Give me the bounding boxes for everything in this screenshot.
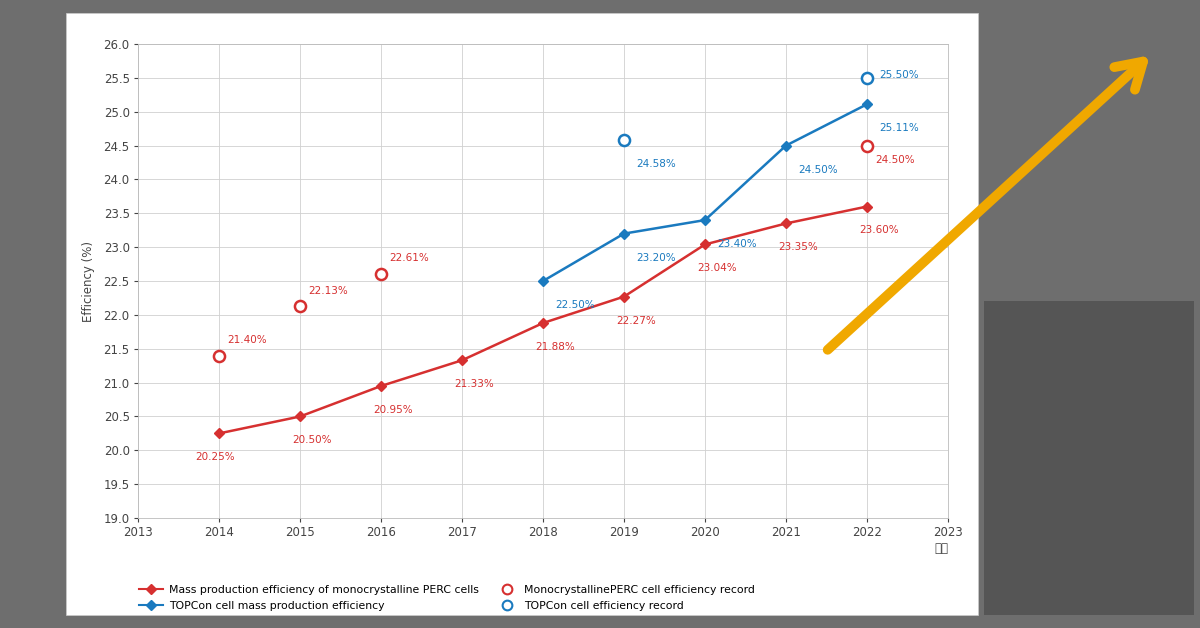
TOPCon cell mass production efficiency (535, 277, 550, 284)
Mass production efficiency of monocrystalline PERC cells (455, 357, 469, 364)
Wedge shape (1022, 534, 1156, 593)
Text: 23.60%: 23.60% (859, 225, 899, 236)
MonocrystallinePERC cell efficiency record (293, 302, 307, 310)
TOPCon cell mass production efficiency (779, 142, 793, 149)
Y-axis label: Efficiency (%): Efficiency (%) (83, 241, 95, 322)
Text: 25.50%: 25.50% (880, 70, 919, 80)
Text: 22.13%: 22.13% (308, 286, 348, 296)
MonocrystallinePERC cell efficiency record (212, 352, 227, 359)
Text: 22.27%: 22.27% (617, 316, 656, 325)
Text: 24.58%: 24.58% (636, 159, 676, 169)
Text: 25.11%: 25.11% (880, 123, 919, 133)
MonocrystallinePERC cell efficiency record (859, 142, 874, 149)
Wedge shape (1003, 517, 1175, 593)
TOPCon cell efficiency record (859, 74, 874, 82)
Text: 21.33%: 21.33% (455, 379, 494, 389)
X-axis label: 年份: 年份 (934, 542, 948, 555)
Mass production efficiency of monocrystalline PERC cells (617, 293, 631, 300)
TOPCon cell mass production efficiency (698, 216, 713, 224)
Text: 20.95%: 20.95% (373, 405, 413, 415)
Text: 24.50%: 24.50% (798, 165, 838, 175)
Mass production efficiency of monocrystalline PERC cells (779, 220, 793, 227)
Mass production efficiency of monocrystalline PERC cells (212, 430, 227, 437)
Text: 21.40%: 21.40% (227, 335, 266, 345)
Text: 23.04%: 23.04% (697, 263, 737, 273)
Text: SINCE 2009: SINCE 2009 (1043, 409, 1123, 423)
Text: 23.35%: 23.35% (779, 242, 818, 252)
FancyBboxPatch shape (1061, 552, 1117, 593)
Text: 22.61%: 22.61% (389, 254, 428, 263)
Text: 24.50%: 24.50% (875, 154, 914, 165)
Text: 20.50%: 20.50% (293, 435, 332, 445)
FancyBboxPatch shape (1074, 577, 1104, 609)
FancyBboxPatch shape (1048, 552, 1130, 609)
Mass production efficiency of monocrystalline PERC cells (698, 241, 713, 248)
TOPCon cell mass production efficiency (617, 230, 631, 237)
Mass production efficiency of monocrystalline PERC cells (293, 413, 307, 420)
Line: Mass production efficiency of monocrystalline PERC cells: Mass production efficiency of monocrysta… (215, 203, 871, 437)
Text: 20.25%: 20.25% (196, 452, 235, 462)
Text: 23.40%: 23.40% (718, 239, 757, 249)
Mass production efficiency of monocrystalline PERC cells (859, 203, 874, 210)
TOPCon cell efficiency record (617, 136, 631, 144)
Text: SOLARQUOTES: SOLARQUOTES (1025, 346, 1141, 360)
Legend: Mass production efficiency of monocrystalline PERC cells, TOPCon cell mass produ: Mass production efficiency of monocrysta… (139, 585, 755, 611)
TOPCon cell mass production efficiency (859, 100, 874, 108)
Text: 22.50%: 22.50% (556, 300, 595, 310)
Text: 23.20%: 23.20% (636, 252, 676, 263)
Mass production efficiency of monocrystalline PERC cells (374, 382, 389, 390)
Line: MonocrystallinePERC cell efficiency record: MonocrystallinePERC cell efficiency reco… (214, 140, 872, 361)
Mass production efficiency of monocrystalline PERC cells (535, 319, 550, 327)
Line: TOPCon cell mass production efficiency: TOPCon cell mass production efficiency (539, 100, 871, 285)
Text: ®: ® (1171, 349, 1180, 357)
MonocrystallinePERC cell efficiency record (374, 270, 389, 278)
Text: 21.88%: 21.88% (535, 342, 575, 352)
Line: TOPCon cell efficiency record: TOPCon cell efficiency record (618, 72, 872, 146)
